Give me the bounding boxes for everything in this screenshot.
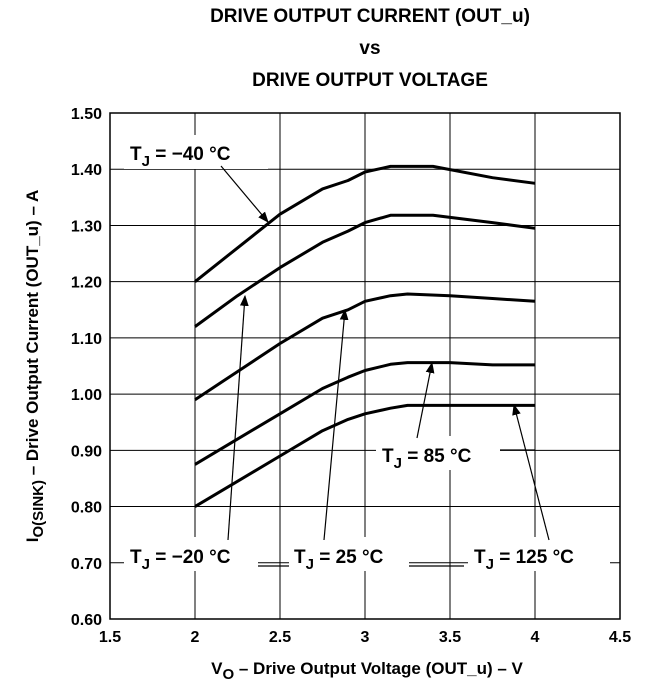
- x-tick-label: 2: [191, 629, 200, 646]
- series-line-1: [194, 213, 536, 328]
- y-tick-label: 1.20: [71, 275, 102, 292]
- x-axis-label: VO – Drive Output Voltage (OUT_u) – V: [211, 659, 523, 683]
- plot-frame: [109, 112, 621, 620]
- series-line-4: [194, 403, 535, 508]
- svg-text:TJ = −20 °C: TJ = −20 °C: [130, 547, 231, 573]
- svg-text:TJ = −40 °C: TJ = −40 °C: [130, 144, 231, 170]
- y-tick-label: 0.80: [71, 500, 102, 517]
- annotation-tj-85: TJ = 85 °C: [376, 361, 535, 472]
- annotation-tj-minus-40: TJ = −40 °C: [124, 135, 269, 223]
- x-tick-label: 3.5: [439, 629, 461, 646]
- chart-title-line-3: DRIVE OUTPUT VOLTAGE: [252, 70, 488, 91]
- y-tick-label: 0.60: [71, 612, 102, 629]
- series-line-2: [194, 292, 536, 401]
- series-line-3: [194, 361, 535, 466]
- svg-text:TJ = 125 °C: TJ = 125 °C: [474, 547, 574, 573]
- tick-labels: 1.5 2 2.5 3 3.5 4 4.5 0.60 0.70 0.80 0.90 1.00 1.10 1…: [71, 106, 631, 646]
- series-line-0: [194, 164, 536, 283]
- x-tick-label: 1.5: [99, 629, 121, 646]
- y-tick-label: 1.00: [71, 387, 102, 404]
- annotation-tj-125: TJ = 125 °C: [468, 403, 610, 573]
- y-tick-label: 1.30: [71, 218, 102, 235]
- annotation-tj-25: TJ = 25 °C: [289, 308, 464, 573]
- plot-area: [194, 164, 536, 508]
- x-tick-label: 4.5: [609, 629, 631, 646]
- y-axis-label: IO(SINK) – Drive Output Current (OUT_u) …: [23, 190, 47, 543]
- svg-text:TJ = 85 °C: TJ = 85 °C: [382, 446, 472, 472]
- x-tick-label: 2.5: [269, 629, 291, 646]
- y-tick-label: 0.90: [71, 443, 102, 460]
- y-tick-label: 1.40: [71, 162, 102, 179]
- x-tick-label: 4: [531, 629, 540, 646]
- y-tick-label: 1.10: [71, 331, 102, 348]
- x-tick-label: 3: [361, 629, 370, 646]
- annotation-tj-minus-20: TJ = −20 °C: [124, 294, 292, 573]
- y-tick-label: 1.50: [71, 106, 102, 123]
- y-tick-label: 0.70: [71, 556, 102, 573]
- chart-title-line-1: DRIVE OUTPUT CURRENT (OUT_u): [210, 6, 530, 27]
- svg-text:TJ = 25 °C: TJ = 25 °C: [294, 547, 384, 573]
- chart-title-line-2: vs: [359, 38, 380, 59]
